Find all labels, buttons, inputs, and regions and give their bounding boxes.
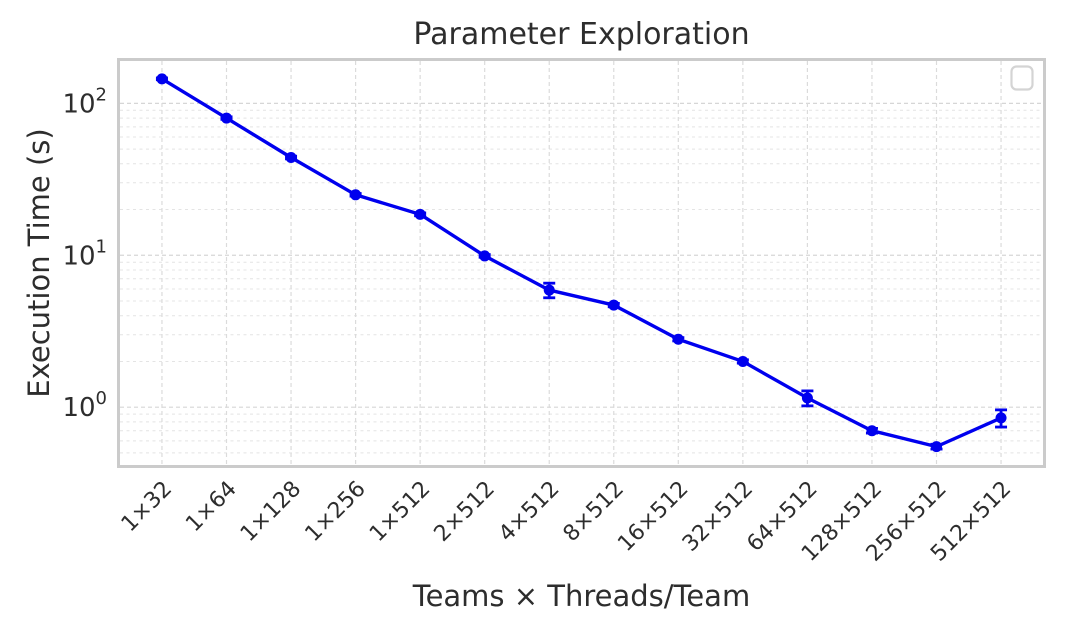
data-point [995,412,1007,424]
x-tick-label: 1×64 [181,477,241,537]
data-point [156,73,168,85]
data-point [931,441,942,453]
data-point [414,208,426,220]
x-tick-label: 1×32 [117,477,177,537]
x-tick-label: 1×256 [301,477,371,547]
x-tick-label: 1×512 [365,477,435,547]
x-tick-label: 1×128 [236,477,306,547]
chart-title: Parameter Exploration [413,17,750,52]
x-tick-label: 2×512 [430,477,500,547]
x-tick-label: 4×512 [494,477,564,547]
y-tick-label: 101 [62,236,107,271]
line-series [160,77,1003,449]
x-axis-label: Teams × Threads/Team [412,579,751,613]
x-tick-label: 32×512 [678,477,758,557]
data-point [285,152,297,164]
data-point [801,392,813,404]
x-tick-label: 16×512 [613,477,693,557]
y-tick-label: 100 [62,388,107,423]
data-point [221,112,232,124]
plot-frame [117,58,1046,468]
data-point [672,333,684,345]
data-point [479,250,491,262]
data-point [608,299,620,311]
y-tick-label: 102 [62,84,107,119]
data-point [866,425,878,437]
legend-box [1010,65,1034,91]
data-point [737,355,749,367]
y-axis-label: Execution Time (s) [22,128,56,398]
data-point [350,189,362,201]
data-point [543,284,555,296]
